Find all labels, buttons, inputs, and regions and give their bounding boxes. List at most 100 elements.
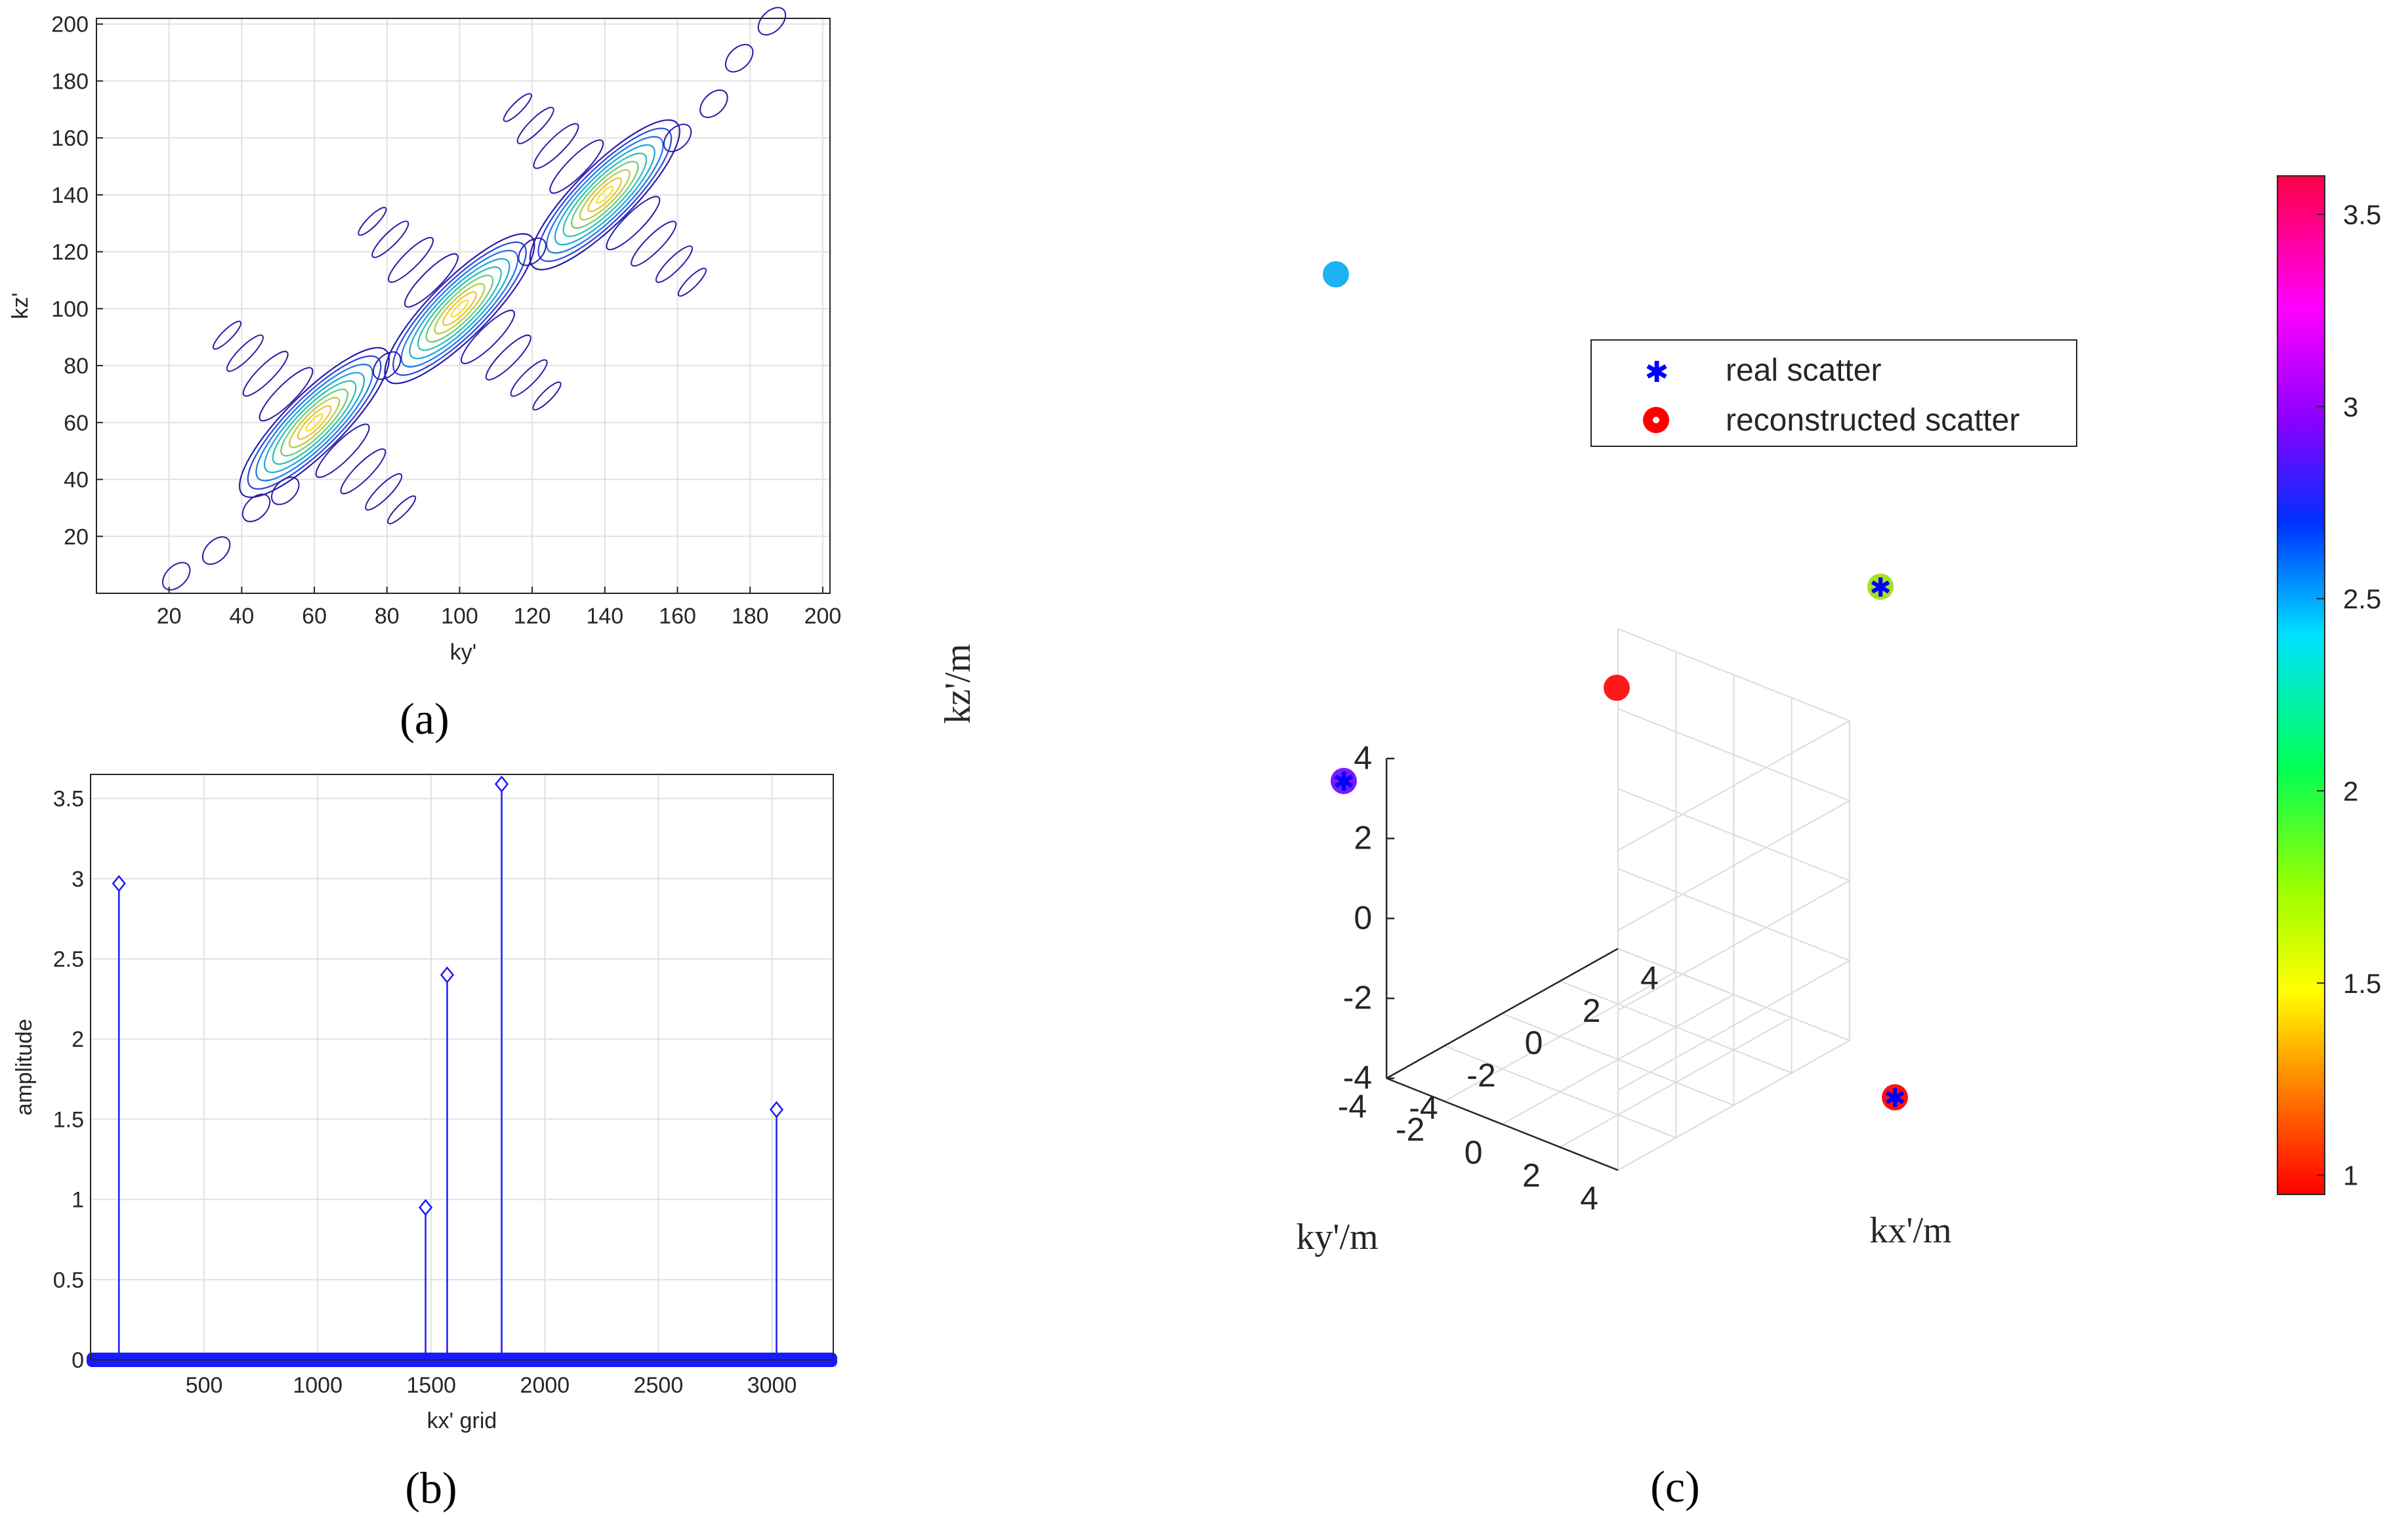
contour-diag-blob-5	[373, 351, 402, 380]
panel-a-ytick-140: 140	[51, 183, 89, 208]
stem-marker-4	[494, 775, 509, 793]
contour-sidelobe-3-1-0	[606, 196, 661, 251]
panel-b-stems	[112, 775, 784, 1360]
c-ytick-0: 0	[1464, 1134, 1483, 1171]
colorbar: 1 1.5 2 2.5 3 3.5	[2277, 175, 2381, 1195]
contour-diag-blob-1	[162, 562, 191, 591]
contour-sidelobe-1-1-0	[315, 423, 370, 478]
panel-c-legend: ✱ real scatter reconstructed scatter	[1590, 339, 2077, 447]
scatter-recon-5	[1882, 1084, 1908, 1110]
legend-recon-label: reconstructed scatter	[1726, 403, 2020, 438]
c-ztick--4: -4	[1343, 1059, 1372, 1096]
contour-sidelobe-3-0-1	[533, 123, 579, 169]
panel-b-xtick-1500: 1500	[406, 1373, 456, 1398]
panel-a-grid	[96, 18, 830, 593]
legend-recon-marker-center	[1653, 417, 1659, 423]
panel-b-xtick-2500: 2500	[634, 1373, 684, 1398]
panel-a-xtick-120: 120	[514, 604, 551, 629]
panel-b-ytick-0.5: 0.5	[53, 1268, 84, 1293]
panel-a-xlabel: ky'	[450, 640, 477, 665]
panel-a-xtick-140: 140	[586, 604, 623, 629]
contour-sidelobe-3-0-0	[549, 139, 604, 194]
panel-b-xlabel: kx' grid	[427, 1408, 497, 1433]
contour-peak-3-level-5	[562, 152, 648, 238]
contour-sidelobe-1-1-2	[365, 473, 403, 511]
contour-sidelobe-3-1-2	[655, 245, 694, 284]
legend-box	[1590, 339, 2077, 447]
stem-marker-1	[112, 875, 126, 893]
panel-a-xtick-160: 160	[659, 604, 696, 629]
contour-sidelobe-2-0-2	[371, 221, 409, 259]
contour-sidelobe-2-1-3	[532, 381, 562, 411]
c-wally-gridz-2	[1617, 879, 1850, 1011]
contour-sidelobe-3-0-2	[516, 106, 554, 144]
panel-a-axes-box	[96, 18, 831, 594]
contour-peak-1-level-7	[288, 396, 341, 448]
contour-diag-blob-2	[201, 536, 231, 565]
panel-a-ytick-80: 80	[64, 354, 89, 379]
panel-a-ytick-180: 180	[51, 69, 89, 94]
contour-peak-2-level-4	[409, 258, 510, 360]
contour-peak-1-level-4	[264, 371, 365, 473]
c-ztick-0: 0	[1354, 899, 1372, 936]
contour-sidelobe-2-1-2	[510, 359, 548, 397]
c-ytick-2: 2	[1522, 1157, 1541, 1194]
scatter-recon-3	[1604, 675, 1630, 701]
contour-peak-3-level-6	[571, 161, 639, 229]
panel-b-ytick-2.5: 2.5	[53, 947, 84, 972]
panel-a-xtick-200: 200	[804, 604, 842, 629]
contour-sidelobe-1-0-0	[259, 367, 314, 422]
panel-b-ticks: 500 1000 1500 2000 2500 3000 0 0.5 1 1.5 2 2.5 3 3.5	[53, 787, 797, 1398]
panel-a-xtick-80: 80	[375, 604, 400, 629]
stem-marker-3	[440, 966, 455, 984]
contour-peak-2-level-2	[392, 241, 527, 376]
colorbar-gradient	[2277, 175, 2325, 1195]
panel-b-grid	[91, 774, 833, 1360]
scatter-recon-2	[1331, 768, 1357, 794]
panel-b-ytick-0: 0	[72, 1348, 84, 1373]
scatter-real-5: ✱	[1884, 1084, 1906, 1113]
contour-sidelobe-1-0-3	[212, 320, 242, 350]
c-wallx-gridz-3	[1617, 708, 1850, 801]
contour-peak-3-level-4	[554, 144, 655, 245]
contour-peak-2-level-3	[400, 249, 519, 368]
panel-a-xtick-60: 60	[302, 604, 327, 629]
c-ytick-4: 4	[1580, 1180, 1598, 1217]
contour-sidelobe-2-0-1	[388, 236, 434, 283]
panel-a-contour: 20 40 60 80 100 120 140 160 180 200 20 40 60 80 100 120…	[8, 7, 841, 744]
stem-marker-5	[769, 1101, 784, 1118]
contour-diag-blob-10	[757, 7, 787, 36]
panel-b-axes-box	[90, 774, 834, 1360]
panel-c-label: (c)	[1650, 1462, 1699, 1511]
scatter-real-2: ✱	[1333, 768, 1355, 797]
contour-peak-1-level-6	[280, 389, 348, 457]
contour-sidelobe-2-1-0	[461, 309, 515, 364]
colorbar-ticks: 1 1.5 2 2.5 3 3.5	[2317, 200, 2381, 1191]
contour-peak-1-level-1	[239, 347, 390, 498]
contour-sidelobe-3-0-3	[503, 93, 532, 122]
contour-peak-3-level-7	[579, 169, 631, 221]
c-xtick--2: -2	[1466, 1057, 1495, 1094]
contour-peak-1-level-2	[247, 355, 382, 490]
c-ytick--4: -4	[1338, 1088, 1367, 1125]
colorbar-tick-2.5: 2.5	[2343, 583, 2381, 614]
contour-sidelobe-3-1-1	[631, 221, 677, 267]
panel-b-ytick-1.5: 1.5	[53, 1107, 84, 1132]
contour-diag-blob-6	[518, 237, 547, 266]
panel-b-xtick-500: 500	[186, 1373, 223, 1398]
panel-a-xtick-40: 40	[229, 604, 254, 629]
contour-sidelobe-1-0-1	[242, 350, 289, 397]
panel-a-ytick-100: 100	[51, 297, 89, 322]
panel-b-ylabel: amplitude	[12, 1019, 37, 1115]
c-xtick-4: 4	[1640, 959, 1659, 996]
c-wally-gridz-4	[1617, 720, 1850, 851]
panel-a-plot-area	[96, 18, 830, 593]
scatter-real-4: ✱	[1869, 574, 1892, 602]
panel-a-ticks: 20 40 60 80 100 120 140 160 180 200 20 40 60 80 100 120…	[51, 12, 841, 629]
panel-b-plot-area	[91, 774, 833, 1360]
panel-b-xtick-2000: 2000	[520, 1373, 570, 1398]
panel-b-xtick-1000: 1000	[293, 1373, 343, 1398]
contour-peak-1-level-8	[297, 405, 332, 440]
